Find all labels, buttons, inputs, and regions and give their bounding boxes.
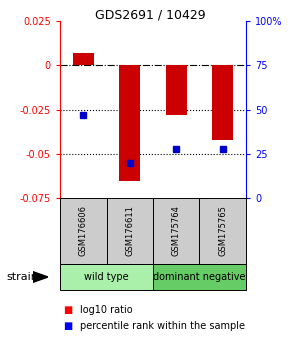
Text: ■: ■ [63, 305, 72, 315]
Text: GSM175764: GSM175764 [172, 206, 181, 256]
Bar [166, 65, 187, 115]
Bar [212, 65, 233, 140]
Bar [73, 53, 94, 65]
Text: GSM175765: GSM175765 [218, 206, 227, 256]
Text: log10 ratio: log10 ratio [80, 305, 132, 315]
Polygon shape [33, 272, 48, 282]
Text: percentile rank within the sample: percentile rank within the sample [80, 321, 244, 331]
Text: GSM176606: GSM176606 [79, 205, 88, 257]
Text: strain: strain [6, 272, 38, 282]
Text: dominant negative: dominant negative [153, 272, 246, 282]
Bar [119, 65, 140, 181]
Text: GSM176611: GSM176611 [125, 206, 134, 256]
Text: GDS2691 / 10429: GDS2691 / 10429 [95, 9, 205, 22]
Text: ■: ■ [63, 321, 72, 331]
Text: wild type: wild type [84, 272, 129, 282]
